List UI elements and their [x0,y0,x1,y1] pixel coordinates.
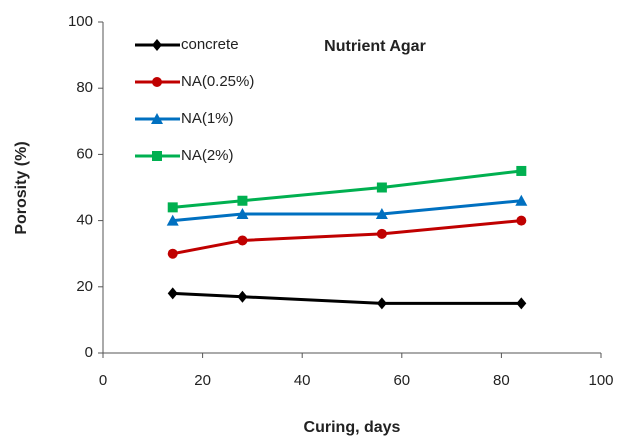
point [376,228,387,239]
y-tick-label: 60 [76,145,93,162]
x-tick-label: 60 [393,372,410,389]
x-tick-label: 0 [99,372,107,389]
series-line [172,169,522,209]
point [376,182,387,193]
point [167,287,178,300]
y-tick-label: 100 [68,13,93,30]
legend-marker [152,151,162,161]
x-axis-label: Curing, days [304,419,401,436]
legend-label: NA(2%) [181,147,234,164]
point [375,207,388,219]
legend-label: NA(0.25%) [181,73,254,90]
point [237,235,248,246]
point [236,207,249,219]
point [167,202,178,213]
y-tick-label: 40 [76,212,93,229]
series-line [172,199,522,223]
y-tick-label: 80 [76,79,93,96]
y-axis-label: Porosity (%) [13,141,30,234]
point [376,297,387,310]
y-tick-label: 20 [76,278,93,295]
chart-title: Nutrient Agar [324,38,426,55]
point [237,195,248,206]
point [516,297,527,310]
point [166,214,179,226]
legend-label: concrete [181,36,239,53]
point [515,194,528,206]
point [167,248,178,259]
point [516,215,527,226]
x-tick-label: 80 [493,372,510,389]
legend-marker [152,77,162,87]
y-tick-label: 0 [85,344,93,361]
point [237,290,248,303]
series-line [172,291,522,305]
x-tick-label: 20 [194,372,211,389]
point [516,165,527,176]
series-line [172,219,522,256]
x-tick-label: 100 [588,372,613,389]
legend-marker [152,39,162,51]
legend-label: NA(1%) [181,110,234,127]
x-tick-label: 40 [294,372,311,389]
legend-marker [151,113,163,124]
